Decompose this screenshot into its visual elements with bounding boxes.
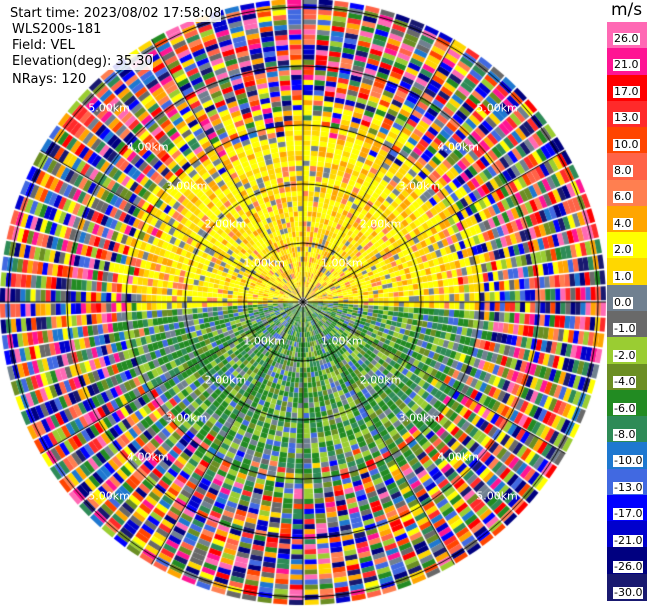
colorbar-tick-label: -17.0 (613, 507, 644, 521)
colorbar-tick-label: -10.0 (613, 454, 644, 468)
colorbar: 26.0 21.0 17.0 13.0 10.0 8.0 6.0 4.0 2.0 1.0 0.0 -1… (607, 22, 647, 601)
colorbar-tick-label: 0.0 (613, 296, 633, 309)
range-ring-label: 3.00km (398, 179, 441, 193)
ppi-velocity-plot (0, 0, 607, 607)
nrays-text: NRays: 120 (12, 72, 87, 88)
field-text: Field: VEL (12, 38, 75, 54)
colorbar-tick-label: -6.0 (613, 401, 637, 415)
range-ring-label: 1.00km (243, 334, 285, 348)
range-ring-label: 3.00km (165, 411, 208, 425)
range-ring-label: 1.00km (321, 334, 363, 348)
colorbar-tick-label: -8.0 (613, 428, 637, 441)
range-ring-label: 4.00km (127, 140, 169, 154)
range-ring-label: 2.00km (204, 373, 247, 387)
colorbar-tick-label: -4.0 (613, 375, 637, 389)
colorbar-tick-label: -13.0 (613, 480, 644, 494)
range-ring-label: 5.00km (476, 101, 518, 115)
range-ring-label: 1.00km (243, 256, 285, 270)
range-ring-label: 2.00km (204, 217, 247, 231)
colorbar-tick-label: 13.0 (613, 111, 640, 125)
colorbar-tick-label: 6.0 (613, 190, 633, 204)
elevation-text: Elevation(deg): 35.30 (12, 54, 153, 70)
range-ring-label: 4.00km (437, 450, 479, 464)
range-ring-label: 2.00km (359, 373, 402, 387)
colorbar-tick-label: -26.0 (613, 560, 644, 573)
start-time-text: Start time: 2023/08/02 17:58:08 (10, 6, 222, 22)
colorbar-tick-label: 10.0 (613, 137, 640, 151)
colorbar-tick-label: 2.0 (613, 243, 633, 257)
colorbar-tick-label: 4.0 (613, 216, 633, 230)
range-ring-label: 3.00km (165, 179, 208, 193)
colorbar-tick-label: 21.0 (613, 58, 640, 72)
range-ring-label: 3.00km (398, 411, 441, 425)
range-ring-label: 5.00km (88, 101, 130, 115)
range-ring-label: 5.00km (88, 489, 130, 503)
colorbar-tick-label: -2.0 (613, 348, 637, 362)
range-ring-label: 5.00km (476, 489, 518, 503)
colorbar-tick-label: 26.0 (613, 32, 640, 45)
range-ring-label: 1.00km (321, 256, 363, 270)
range-ring-label: 2.00km (359, 217, 402, 231)
range-ring-label: 4.00km (437, 140, 479, 154)
colorbar-tick-label: -30.0 (613, 586, 644, 600)
colorbar-tick-label: -21.0 (613, 533, 644, 547)
colorbar-unit: m/s (611, 0, 643, 20)
colorbar-tick-label: 8.0 (613, 164, 633, 177)
instrument-text: WLS200s-181 (12, 22, 102, 38)
colorbar-tick-label: 1.0 (613, 269, 633, 283)
colorbar-tick-label: 17.0 (613, 84, 640, 98)
colorbar-tick-label: -1.0 (613, 322, 637, 336)
range-ring-label: 4.00km (127, 450, 169, 464)
